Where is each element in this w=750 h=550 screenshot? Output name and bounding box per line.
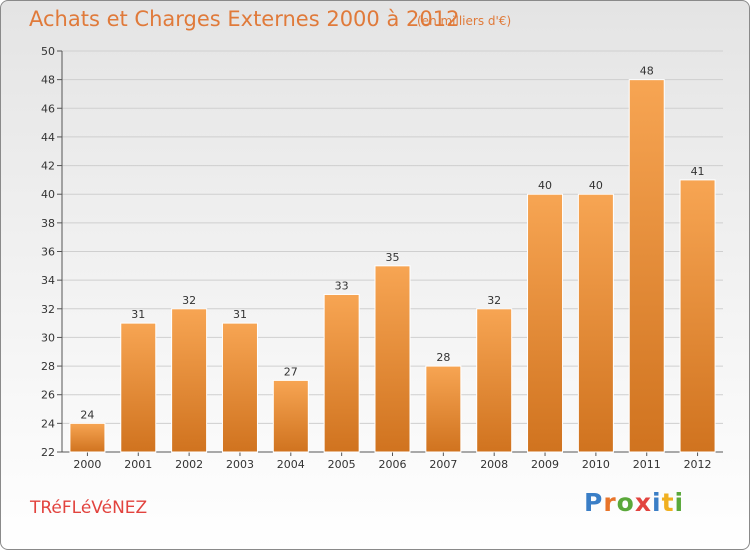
x-tick-label: 2004 (277, 458, 305, 471)
bar-value-label: 40 (538, 179, 552, 192)
x-tick-label: 2003 (226, 458, 254, 471)
bar-value-label: 31 (131, 308, 145, 321)
x-tick-label: 2006 (379, 458, 407, 471)
bar (679, 179, 716, 453)
bar (527, 193, 564, 453)
bar-value-label: 28 (436, 351, 450, 364)
y-tick-label: 26 (41, 389, 55, 402)
labels: 22 24 26 28 30 32 34 36 38 40 42 44 46 48 50 24 2000 31 20… (41, 45, 712, 471)
y-tick-label: 42 (41, 160, 55, 173)
y-tick-label: 32 (41, 303, 55, 316)
logo-letter: r (603, 488, 617, 517)
bar (577, 193, 614, 453)
x-tick-label: 2000 (73, 458, 101, 471)
x-tick-label: 2012 (684, 458, 712, 471)
bars (69, 79, 716, 453)
y-tick-label: 24 (41, 417, 55, 430)
logo-letter: o (616, 488, 635, 517)
bar-value-label: 48 (640, 65, 654, 78)
bar (476, 308, 513, 453)
y-tick-label: 38 (41, 217, 55, 230)
y-tick-label: 28 (41, 360, 55, 373)
bar (120, 322, 157, 453)
logo-letter: P (584, 488, 604, 517)
x-tick-label: 2008 (480, 458, 508, 471)
x-tick-label: 2005 (328, 458, 356, 471)
bar-value-label: 33 (335, 279, 349, 292)
y-tick-label: 50 (41, 45, 55, 58)
x-tick-label: 2007 (429, 458, 457, 471)
x-tick-label: 2011 (633, 458, 661, 471)
y-tick-label: 36 (41, 246, 55, 259)
bar-value-label: 32 (487, 294, 501, 307)
bar (221, 322, 258, 453)
bar (374, 265, 411, 453)
proxiti-logo: Proxiti (584, 488, 684, 517)
x-tick-label: 2002 (175, 458, 203, 471)
bar-value-label: 31 (233, 308, 247, 321)
bar-value-label: 35 (386, 251, 400, 264)
bar (425, 365, 462, 453)
bar-value-label: 40 (589, 179, 603, 192)
bar (323, 293, 360, 453)
logo-letter: i (652, 488, 662, 517)
chart-subtitle: (en milliers d'€) (417, 14, 512, 28)
logo-letter: i (674, 488, 685, 517)
bar-value-label: 27 (284, 365, 298, 378)
bar (628, 79, 665, 453)
bar-value-label: 41 (691, 165, 705, 178)
bar-value-label: 32 (182, 294, 196, 307)
logo-letter: t (661, 488, 675, 517)
y-tick-label: 48 (41, 74, 55, 87)
bar (171, 308, 208, 453)
y-tick-label: 44 (41, 131, 55, 144)
y-tick-label: 40 (41, 188, 55, 201)
y-tick-label: 46 (41, 102, 55, 115)
y-tick-label: 22 (41, 446, 55, 459)
bar-value-label: 24 (80, 408, 94, 421)
y-tick-label: 30 (41, 331, 55, 344)
commune-name: TRéFLéVéNEZ (30, 498, 148, 518)
x-tick-label: 2009 (531, 458, 559, 471)
chart-title: Achats et Charges Externes 2000 à 2012 (29, 7, 460, 31)
bar (69, 422, 106, 453)
bar (272, 379, 309, 453)
y-tick-label: 34 (41, 274, 55, 287)
logo-letter: x (634, 488, 652, 517)
x-tick-label: 2010 (582, 458, 610, 471)
x-tick-label: 2001 (124, 458, 152, 471)
